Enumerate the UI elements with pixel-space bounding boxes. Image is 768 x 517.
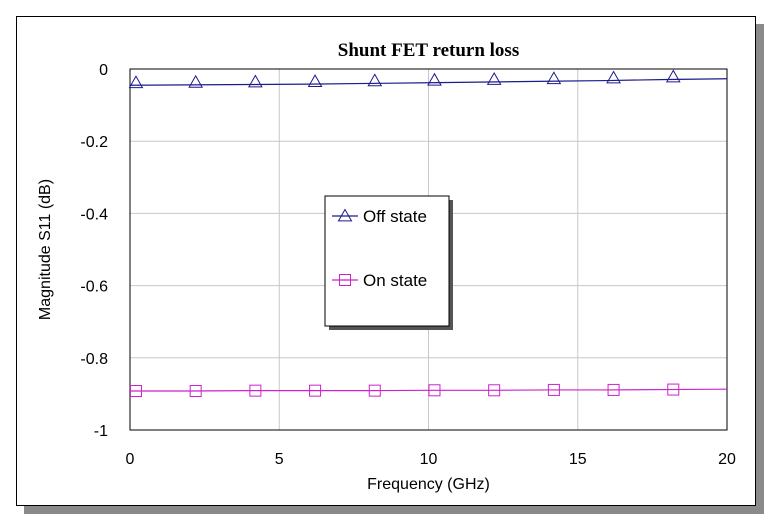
y-axis-label: Magnitude S11 (dB): [37, 179, 54, 320]
x-tick-label: 20: [718, 451, 736, 468]
x-tick-label: 15: [569, 451, 587, 468]
legend-marker-off-state: [337, 208, 353, 222]
data-point-off-state: [427, 72, 442, 86]
y-tick-label: -0.6: [80, 279, 108, 296]
y-tick-label: -1: [94, 423, 108, 440]
legend-box: [324, 195, 450, 327]
y-tick-label: -0.8: [80, 351, 108, 368]
series-line-off-state: [129, 78, 728, 86]
plot-area: [129, 68, 728, 431]
data-point-on-state: [667, 383, 680, 396]
data-point-off-state: [665, 69, 681, 83]
data-point-on-state: [249, 384, 262, 397]
data-point-off-state: [128, 75, 144, 89]
series-off-state: [128, 69, 728, 89]
legend-label-off-state: Off state: [363, 207, 427, 226]
legend-label-on-state: On state: [363, 271, 427, 290]
data-point-on-state: [368, 384, 381, 397]
legend-marker-on-state: [339, 274, 351, 286]
data-point-off-state: [486, 71, 502, 85]
y-tick-label: -0.2: [80, 134, 108, 151]
series-on-state: [129, 383, 728, 398]
y-tick-label: -0.4: [80, 206, 108, 223]
data-point-on-state: [129, 385, 142, 398]
legend-items: Off state On state: [332, 207, 427, 290]
data-point-on-state: [428, 384, 441, 397]
data-point-off-state: [248, 74, 263, 88]
y-tick-label: 0: [99, 62, 108, 79]
data-point-off-state: [546, 71, 562, 85]
data-point-on-state: [309, 384, 322, 397]
legend: Off state On state: [324, 195, 453, 330]
data-point-off-state: [367, 73, 383, 87]
data-point-on-state: [547, 383, 560, 396]
x-tick-label: 5: [275, 451, 284, 468]
data-point-off-state: [188, 74, 204, 88]
chart-title: Shunt FET return loss: [338, 40, 519, 61]
x-axis-label: Frequency (GHz): [367, 476, 490, 493]
x-tick-labels: 0 5 10 15 20: [126, 451, 736, 468]
data-point-off-state: [606, 70, 621, 84]
x-tick-label: 10: [420, 451, 438, 468]
data-point-on-state: [189, 385, 202, 398]
data-point-on-state: [607, 383, 620, 396]
series-layer: [128, 69, 728, 398]
y-tick-labels: 0 -0.2 -0.4 -0.6 -0.8 -1: [80, 62, 108, 440]
data-point-on-state: [488, 384, 501, 397]
data-point-off-state: [307, 74, 323, 88]
x-tick-label: 0: [126, 451, 135, 468]
